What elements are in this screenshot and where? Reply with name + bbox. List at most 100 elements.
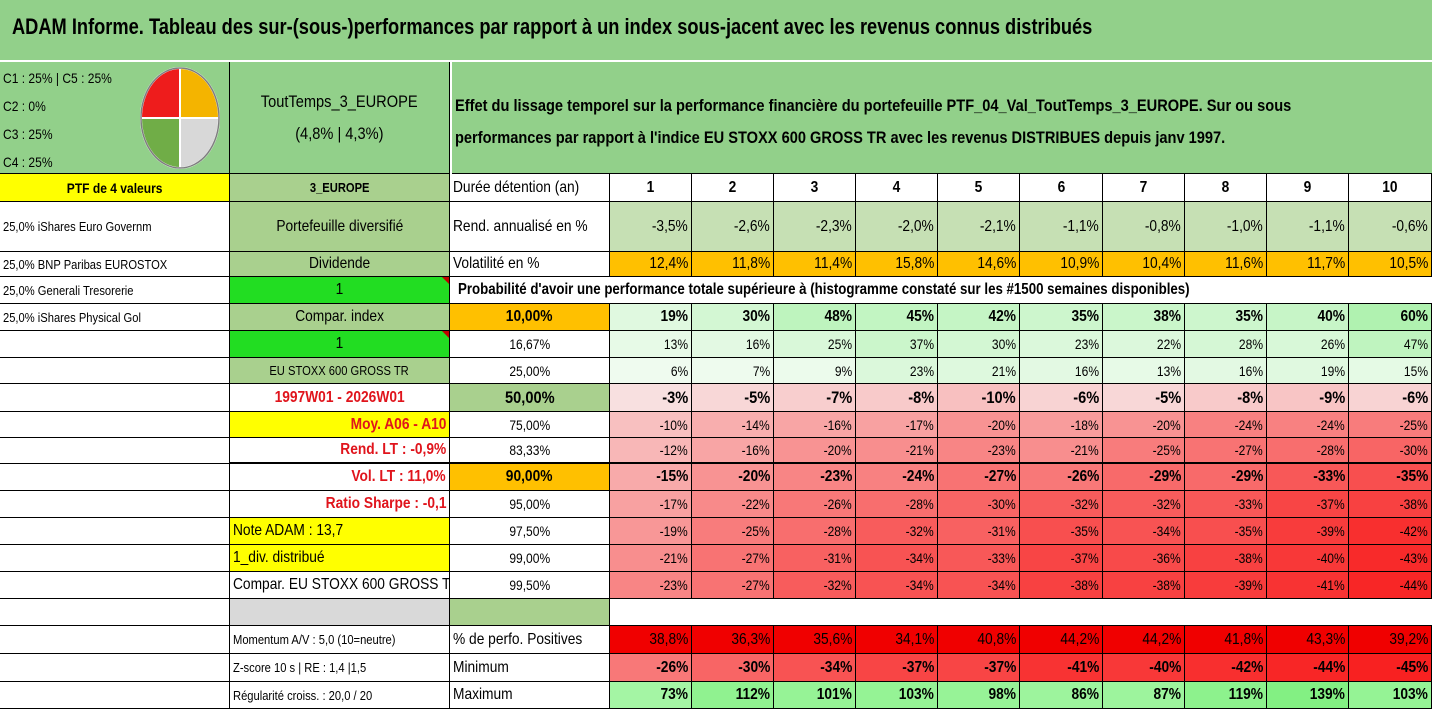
quantile-value[interactable]: 25% xyxy=(774,331,856,358)
zscore[interactable]: Z-score 10 s | RE : 1,4 |1,5 xyxy=(230,654,450,682)
quantile-pct[interactable]: 16,67% xyxy=(450,331,610,358)
quantile-value[interactable]: -27% xyxy=(692,572,774,599)
empty-cell[interactable] xyxy=(1185,599,1267,626)
maximum-value[interactable]: 103% xyxy=(1349,682,1432,709)
quantile-value[interactable]: -41% xyxy=(1267,572,1349,599)
quantile-value[interactable]: -20% xyxy=(938,412,1020,438)
quantile-value[interactable]: 19% xyxy=(610,304,692,331)
quantile-pct[interactable]: 90,00% xyxy=(450,464,610,491)
empty-cell[interactable] xyxy=(0,518,230,545)
quantile-value[interactable]: -26% xyxy=(774,491,856,518)
quantile-value[interactable]: -17% xyxy=(856,412,938,438)
quantile-value[interactable]: -33% xyxy=(938,545,1020,572)
positives-value[interactable]: 39,2% xyxy=(1349,626,1432,654)
quantile-pct[interactable]: 25,00% xyxy=(450,358,610,384)
probability-title[interactable]: Probabilité d'avoir une performance tota… xyxy=(450,277,1432,304)
quantile-value[interactable]: -40% xyxy=(1267,545,1349,572)
quantile-value[interactable]: -38% xyxy=(1349,491,1432,518)
compar-index-label[interactable]: Compar. index xyxy=(230,304,450,331)
quantile-value[interactable]: -44% xyxy=(1349,572,1432,599)
quantile-value[interactable]: -28% xyxy=(1267,438,1349,464)
quantile-value[interactable]: 47% xyxy=(1349,331,1432,358)
period[interactable]: 1997W01 - 2026W01 xyxy=(230,384,450,412)
index-name[interactable]: EU STOXX 600 GROSS TR xyxy=(230,358,450,384)
quantile-value[interactable]: -20% xyxy=(1103,412,1185,438)
positives-value[interactable]: 41,8% xyxy=(1185,626,1267,654)
quantile-value[interactable]: -8% xyxy=(1185,384,1267,412)
empty-cell[interactable] xyxy=(774,599,856,626)
minimum-value[interactable]: -44% xyxy=(1267,654,1349,682)
year-header[interactable]: 5 xyxy=(938,174,1020,202)
quantile-value[interactable]: -38% xyxy=(1103,572,1185,599)
quantile-value[interactable]: -32% xyxy=(1103,491,1185,518)
vol-value[interactable]: 11,7% xyxy=(1267,252,1349,277)
maximum-label[interactable]: Maximum xyxy=(450,682,610,709)
holding-item[interactable]: 25,0% BNP Paribas EUROSTOX xyxy=(0,252,230,277)
quantile-value[interactable]: -9% xyxy=(1267,384,1349,412)
maximum-value[interactable]: 86% xyxy=(1020,682,1103,709)
quantile-value[interactable]: -16% xyxy=(692,438,774,464)
year-header[interactable]: 7 xyxy=(1103,174,1185,202)
vol-value[interactable]: 11,4% xyxy=(774,252,856,277)
minimum-value[interactable]: -45% xyxy=(1349,654,1432,682)
quantile-value[interactable]: -24% xyxy=(1185,412,1267,438)
vol-value[interactable]: 10,5% xyxy=(1349,252,1432,277)
quantile-value[interactable]: -10% xyxy=(938,384,1020,412)
quantile-value[interactable]: 30% xyxy=(692,304,774,331)
quantile-value[interactable]: -39% xyxy=(1267,518,1349,545)
positives-value[interactable]: 44,2% xyxy=(1103,626,1185,654)
empty-cell[interactable] xyxy=(0,412,230,438)
empty-cell[interactable] xyxy=(0,682,230,709)
quantile-value[interactable]: 23% xyxy=(1020,331,1103,358)
minimum-value[interactable]: -41% xyxy=(1020,654,1103,682)
quantile-value[interactable]: 13% xyxy=(1103,358,1185,384)
quantile-value[interactable]: -6% xyxy=(1349,384,1432,412)
quantile-value[interactable]: 60% xyxy=(1349,304,1432,331)
quantile-value[interactable]: 21% xyxy=(938,358,1020,384)
year-header[interactable]: 1 xyxy=(610,174,692,202)
quantile-value[interactable]: -42% xyxy=(1349,518,1432,545)
empty-cell[interactable] xyxy=(1267,599,1349,626)
rend-lt[interactable]: Rend. LT : -0,9% xyxy=(230,438,450,464)
quantile-value[interactable]: -29% xyxy=(1103,464,1185,491)
quantile-value[interactable]: -31% xyxy=(938,518,1020,545)
quantile-value[interactable]: -18% xyxy=(1020,412,1103,438)
quantile-value[interactable]: 35% xyxy=(1185,304,1267,331)
quantile-value[interactable]: 30% xyxy=(938,331,1020,358)
maximum-value[interactable]: 112% xyxy=(692,682,774,709)
maximum-value[interactable]: 139% xyxy=(1267,682,1349,709)
quantile-value[interactable]: -25% xyxy=(692,518,774,545)
quantile-value[interactable]: -35% xyxy=(1349,464,1432,491)
portfolio-code[interactable]: 3_EUROPE xyxy=(230,174,450,202)
rend-value[interactable]: -2,6% xyxy=(692,202,774,252)
empty-cell[interactable] xyxy=(692,599,774,626)
positives-value[interactable]: 38,8% xyxy=(610,626,692,654)
empty-cell[interactable] xyxy=(0,599,230,626)
vol-value[interactable]: 12,4% xyxy=(610,252,692,277)
quantile-value[interactable]: -34% xyxy=(856,572,938,599)
minimum-value[interactable]: -26% xyxy=(610,654,692,682)
quantile-value[interactable]: -25% xyxy=(1349,412,1432,438)
minimum-value[interactable]: -37% xyxy=(856,654,938,682)
rend-label[interactable]: Rend. annualisé en % xyxy=(450,202,610,252)
empty-cell[interactable] xyxy=(1103,599,1185,626)
quantile-value[interactable]: -10% xyxy=(610,412,692,438)
maximum-value[interactable]: 98% xyxy=(938,682,1020,709)
quantile-value[interactable]: -38% xyxy=(1185,545,1267,572)
positives-label[interactable]: % de perfo. Positives xyxy=(450,626,610,654)
quantile-value[interactable]: 28% xyxy=(1185,331,1267,358)
quantile-value[interactable]: -12% xyxy=(610,438,692,464)
rend-value[interactable]: -3,5% xyxy=(610,202,692,252)
rend-value[interactable]: -0,6% xyxy=(1349,202,1432,252)
minimum-value[interactable]: -34% xyxy=(774,654,856,682)
quantile-value[interactable]: -27% xyxy=(1185,438,1267,464)
empty-cell[interactable] xyxy=(0,331,230,358)
portfolio-type[interactable]: Portefeuille diversifié xyxy=(230,202,450,252)
quantile-value[interactable]: 22% xyxy=(1103,331,1185,358)
quantile-pct[interactable]: 75,00% xyxy=(450,412,610,438)
quantile-value[interactable]: 9% xyxy=(774,358,856,384)
quantile-value[interactable]: -21% xyxy=(610,545,692,572)
maximum-value[interactable]: 73% xyxy=(610,682,692,709)
minimum-value[interactable]: -42% xyxy=(1185,654,1267,682)
quantile-value[interactable]: 7% xyxy=(692,358,774,384)
